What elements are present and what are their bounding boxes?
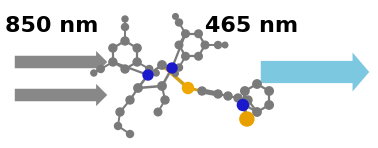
Circle shape xyxy=(158,61,166,69)
Circle shape xyxy=(182,30,189,38)
Circle shape xyxy=(253,80,261,88)
Circle shape xyxy=(146,66,153,73)
Circle shape xyxy=(153,70,159,76)
Circle shape xyxy=(265,87,273,95)
Circle shape xyxy=(195,52,202,60)
Circle shape xyxy=(253,108,261,116)
Circle shape xyxy=(241,87,249,95)
Circle shape xyxy=(265,101,273,109)
Circle shape xyxy=(121,24,129,30)
Circle shape xyxy=(175,64,183,71)
Circle shape xyxy=(195,30,202,38)
Circle shape xyxy=(91,70,97,76)
Text: 465 nm: 465 nm xyxy=(205,16,298,36)
Circle shape xyxy=(173,14,178,19)
Circle shape xyxy=(158,82,166,90)
Circle shape xyxy=(121,65,129,73)
Circle shape xyxy=(167,63,177,73)
Circle shape xyxy=(127,131,133,137)
Circle shape xyxy=(109,58,117,66)
Circle shape xyxy=(115,123,121,130)
Circle shape xyxy=(122,16,128,22)
Text: 850 nm: 850 nm xyxy=(5,16,98,36)
Circle shape xyxy=(201,41,209,49)
Circle shape xyxy=(237,99,248,111)
Circle shape xyxy=(222,42,228,48)
Circle shape xyxy=(244,96,252,104)
Circle shape xyxy=(109,44,117,52)
Circle shape xyxy=(133,44,141,52)
Circle shape xyxy=(234,94,242,102)
Circle shape xyxy=(214,41,222,49)
Circle shape xyxy=(143,70,153,80)
Circle shape xyxy=(175,41,183,49)
Circle shape xyxy=(198,87,206,95)
Circle shape xyxy=(116,108,124,116)
Circle shape xyxy=(241,101,249,109)
Circle shape xyxy=(224,92,232,100)
Circle shape xyxy=(161,96,169,104)
Circle shape xyxy=(183,82,194,94)
Circle shape xyxy=(173,71,178,76)
Circle shape xyxy=(154,108,162,116)
Circle shape xyxy=(133,58,141,66)
Circle shape xyxy=(240,112,254,126)
Circle shape xyxy=(175,19,183,26)
Circle shape xyxy=(121,37,129,45)
Circle shape xyxy=(214,90,222,98)
Circle shape xyxy=(182,52,189,60)
Circle shape xyxy=(126,96,134,104)
Circle shape xyxy=(97,66,104,73)
Circle shape xyxy=(134,84,142,92)
